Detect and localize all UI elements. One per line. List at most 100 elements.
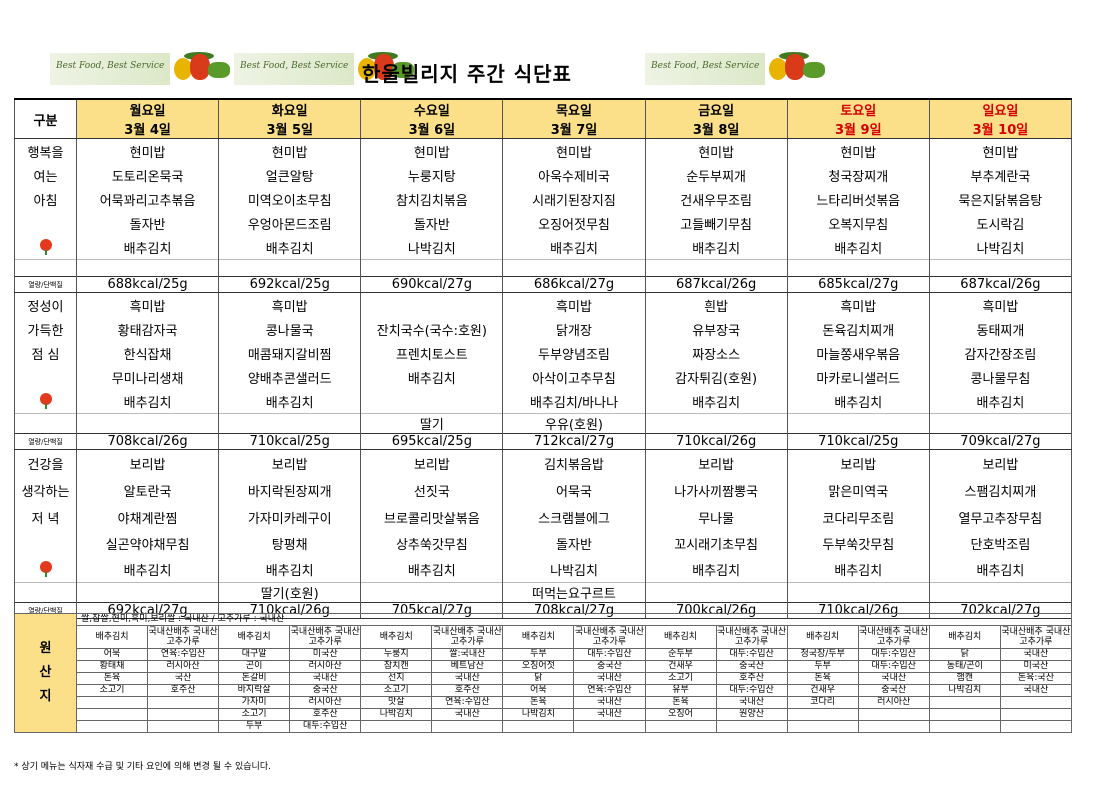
breakfast-dish: 참치김치볶음	[360, 187, 504, 211]
origin-cell: 국내산	[431, 672, 504, 685]
day-name-2: 화요일	[218, 98, 362, 119]
lunch-row: 무미나리생채 양배추콘샐러드 배추김치 아삭이고추무침 감자튀김(호원) 마카로니샐러드 콩…	[14, 365, 1073, 389]
breakfast-kcal-row: 열량/단백질 688kcal/25g 692kcal/25g 690kcal/27g 6…	[14, 276, 1073, 293]
origin-cell: 국내산	[999, 648, 1073, 661]
breakfast-dish: 도시락김	[928, 211, 1073, 235]
origin-cell	[502, 720, 575, 733]
dinner-extra: 딸기(호원)	[218, 582, 362, 603]
origin-cell	[928, 720, 1001, 733]
origin-cell: 누룽지	[360, 648, 433, 661]
lunch-dish: 돈육김치찌개	[786, 317, 930, 341]
page-header: Best Food, Best Service Best Food, Best …	[0, 38, 1117, 98]
origin-cell: 건새우	[786, 684, 859, 697]
lunch-dish: 황태감자국	[75, 317, 220, 341]
dinner-extra: 떠먹는요구르트	[502, 582, 646, 603]
dinner-dish: 상추쑥갓무침	[360, 530, 504, 556]
breakfast-dish: 배추김치	[644, 235, 788, 260]
breakfast-dish: 배추김치	[786, 235, 930, 260]
slogan-text: Best Food, Best Service	[234, 53, 355, 85]
origin-cell: 맛살	[360, 696, 433, 709]
origin-cell	[857, 720, 930, 733]
lunch-dish: 한식잡채	[75, 341, 220, 365]
lunch-kcal: 710kcal/26g	[644, 433, 788, 450]
breakfast-kcal: 687kcal/26g	[644, 276, 788, 293]
day-date-7: 3월 10일	[928, 119, 1073, 139]
lunch-label: 점 심	[14, 341, 77, 365]
origin-head-cell: 배추김치	[360, 625, 433, 649]
dinner-dish: 보리밥	[75, 449, 220, 477]
breakfast-dish: 현미밥	[786, 138, 930, 163]
origin-cell	[75, 696, 149, 709]
origin-head-cell: 국내산배추 국내산고추가루	[999, 625, 1073, 649]
lunch-label: 정성이	[14, 292, 77, 317]
origin-cell	[928, 696, 1001, 709]
dinner-label: 저 녁	[14, 504, 77, 530]
origin-cell	[786, 708, 859, 721]
lunch-dish: 배추김치	[75, 389, 220, 414]
origin-head-cell: 국내산배추 국내산고추가루	[431, 625, 504, 649]
dinner-extra	[928, 582, 1073, 603]
lunch-dish: 매콤돼지갈비찜	[218, 341, 362, 365]
day-date-6: 3월 9일	[786, 119, 930, 139]
origin-cell: 국산	[147, 672, 220, 685]
lunch-dish: 배추김치	[928, 389, 1073, 414]
lunch-dish: 마늘쫑새우볶음	[786, 341, 930, 365]
origin-cell: 돈육	[502, 696, 575, 709]
dinner-dish: 보리밥	[360, 449, 504, 477]
origin-head-cell: 배추김치	[502, 625, 575, 649]
dinner-dish: 브로콜리맛살볶음	[360, 504, 504, 530]
breakfast-dish: 현미밥	[644, 138, 788, 163]
lunch-row: 배추김치 배추김치 배추김치/바나나 배추김치 배추김치 배추김치	[14, 389, 1073, 414]
day-date-2: 3월 5일	[218, 119, 362, 139]
origin-cell: 베트남산	[431, 660, 504, 673]
dinner-extra	[75, 582, 220, 603]
origin-head-cell: 배추김치	[928, 625, 1001, 649]
breakfast-dish: 현미밥	[360, 138, 504, 163]
origin-cell: 닭	[502, 672, 575, 685]
origin-cell: 국내산	[289, 672, 362, 685]
origin-cell	[999, 696, 1073, 709]
dinner-dish: 배추김치	[928, 556, 1073, 583]
origin-cell	[147, 720, 220, 733]
origin-cell: 호주산	[431, 684, 504, 697]
lunch-dish: 감자튀김(호원)	[644, 365, 788, 389]
breakfast-dish: 현미밥	[75, 138, 220, 163]
origin-cell: 돈갈비	[218, 672, 291, 685]
lunch-kcal: 712kcal/27g	[502, 433, 646, 450]
origin-cell: 건새우	[644, 660, 717, 673]
origin-head-cell: 국내산배추 국내산고추가루	[289, 625, 362, 649]
lunch-row: 정성이 흑미밥 흑미밥 흑미밥 흰밥 흑미밥 흑미밥	[14, 292, 1073, 317]
gubun-cell: 구분	[14, 98, 77, 139]
lunch-label	[14, 389, 77, 414]
vegetable-icon	[765, 52, 829, 86]
origin-head-cell: 배추김치	[75, 625, 149, 649]
origin-cell: 중국산	[857, 684, 930, 697]
lunch-label	[14, 365, 77, 389]
origin-note-row: 원 산 지 쌀,찹쌀,현미,흑미,보리쌀 : 국내산 / 고추가루 : 국내산	[14, 613, 1072, 733]
origin-cell: 소고기	[644, 672, 717, 685]
day-date-1: 3월 4일	[75, 119, 220, 139]
day-name-7: 일요일	[928, 98, 1073, 119]
dinner-label: 생각하는	[14, 477, 77, 504]
origin-cell: 돈육	[75, 672, 149, 685]
origin-head-cell: 국내산배추 국내산고추가루	[857, 625, 930, 649]
breakfast-dish: 묵은지닭볶음탕	[928, 187, 1073, 211]
breakfast-dish: 부추계란국	[928, 163, 1073, 187]
origin-cell: 러시아산	[289, 660, 362, 673]
banner-right: Best Food, Best Service	[645, 50, 829, 88]
origin-cell: 쌀:국내산	[431, 648, 504, 661]
origin-cell: 중국산	[573, 660, 646, 673]
kcal-label: 열량/단백질	[14, 276, 77, 293]
dinner-dish: 실곤약야채무침	[75, 530, 220, 556]
origin-cell: 선지	[360, 672, 433, 685]
breakfast-extra	[75, 259, 220, 277]
kcal-label: 열량/단백질	[14, 433, 77, 450]
dinner-dish: 바지락된장찌개	[218, 477, 362, 504]
lunch-dish: 아삭이고추무침	[502, 365, 646, 389]
origin-cell: 나박김치	[928, 684, 1001, 697]
origin-cell: 가자미	[218, 696, 291, 709]
dinner-dish: 배추김치	[360, 556, 504, 583]
origin-head-cell: 배추김치	[644, 625, 717, 649]
breakfast-dish: 고들빼기무침	[644, 211, 788, 235]
